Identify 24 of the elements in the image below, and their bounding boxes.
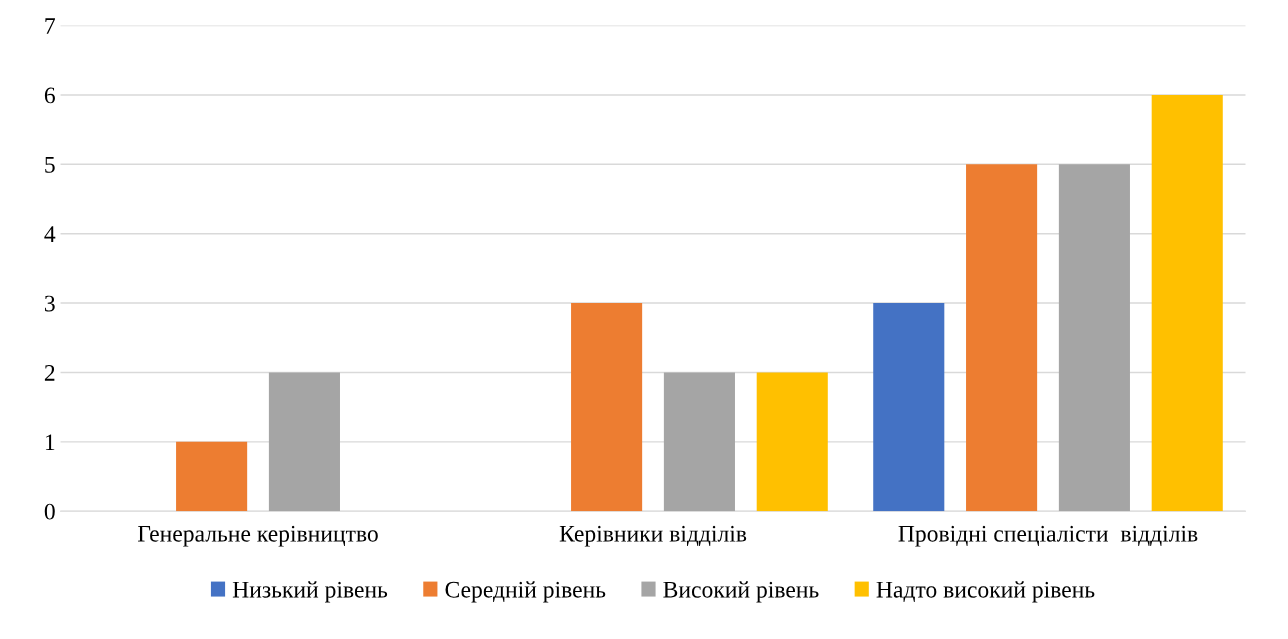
legend-label: Високий рівень bbox=[663, 581, 819, 603]
y-tick-label: 2 bbox=[44, 365, 55, 381]
bar bbox=[966, 164, 1038, 512]
legend-label: Середній рівень bbox=[445, 581, 606, 603]
bar bbox=[873, 303, 945, 512]
legend-label: Низький рівень bbox=[232, 581, 388, 603]
x-tick-label: Генеральне керівництво bbox=[138, 525, 378, 547]
y-tick-label: 0 bbox=[44, 503, 55, 520]
bar bbox=[1151, 94, 1223, 512]
y-tick-label: 1 bbox=[45, 434, 55, 451]
y-tick-label: 7 bbox=[45, 18, 55, 34]
x-tick-label: Керівники відділів bbox=[559, 525, 747, 547]
bar bbox=[571, 303, 643, 512]
y-tick-label: 5 bbox=[45, 157, 55, 173]
legend-label: Надто високий рівень bbox=[876, 581, 1095, 603]
bar bbox=[1058, 164, 1130, 512]
y-tick-label: 3 bbox=[45, 295, 55, 312]
x-tick-label: Провідні спеціалісти відділів bbox=[898, 525, 1198, 547]
bar bbox=[756, 372, 828, 512]
bar bbox=[176, 441, 248, 512]
y-tick-label: 4 bbox=[44, 226, 56, 242]
bar bbox=[268, 372, 340, 512]
bar bbox=[663, 372, 735, 512]
y-tick-label: 6 bbox=[44, 87, 55, 104]
